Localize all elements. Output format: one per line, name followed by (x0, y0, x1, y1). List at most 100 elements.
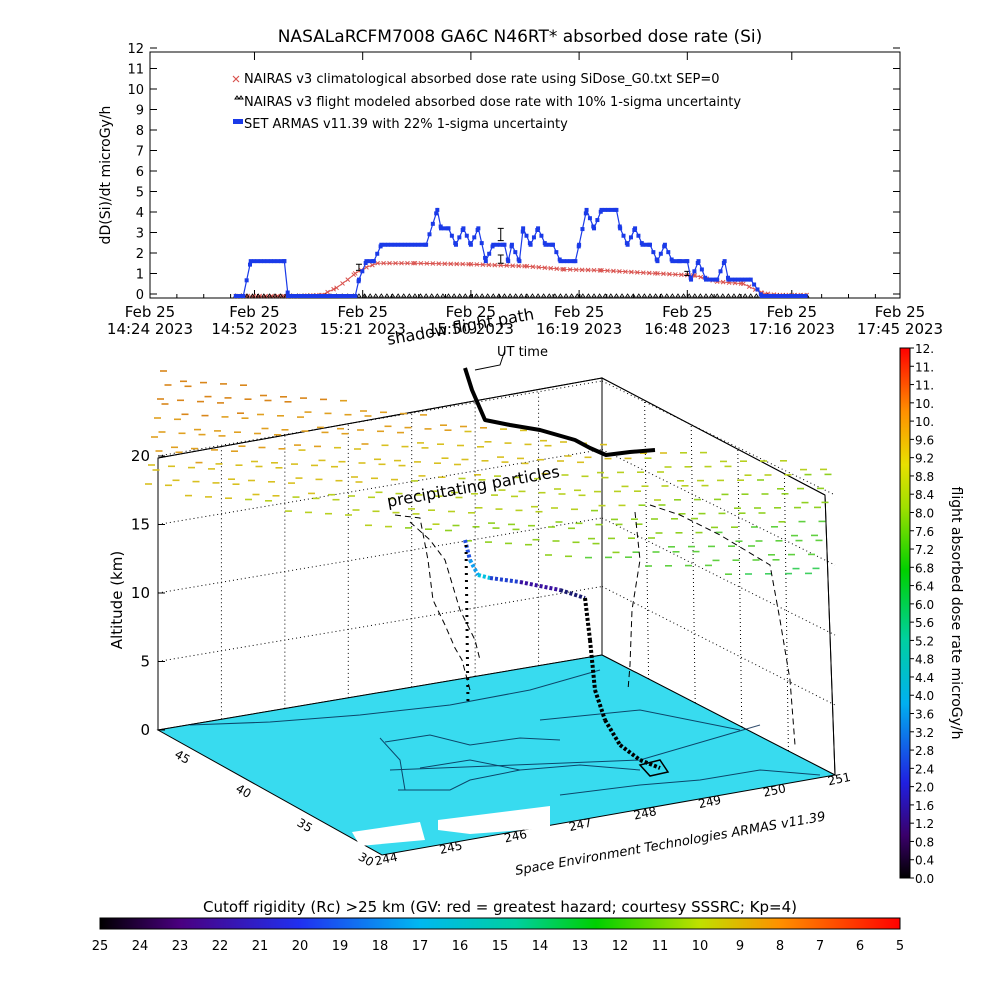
series-nairas-climatological-point (548, 265, 554, 271)
dose-colorbar-label: flight absorbed dose rate microGy/h (948, 487, 964, 740)
series-set-armas-point (353, 294, 358, 298)
series-nairas-climatological-point (746, 284, 752, 290)
series-set-armas-point (502, 242, 507, 247)
series-set-armas-point (349, 294, 354, 298)
longitude-tick-label: 246 (503, 827, 528, 845)
flight-track-segment (477, 573, 491, 580)
series-set-armas-point (558, 259, 563, 264)
series-nairas-flight-point (664, 293, 670, 298)
altitude-tick-label: 5 (140, 653, 150, 671)
series-set-armas-point (272, 259, 277, 264)
series-nairas-climatological-point (387, 260, 392, 266)
series-set-armas-point (539, 233, 544, 238)
series-set-armas-point (233, 294, 238, 298)
series-set-armas-point (275, 259, 280, 264)
flight-track-segment (559, 588, 586, 600)
top-x-tick-date: Feb 25 (337, 303, 387, 321)
longitude-tick-label: 247 (568, 816, 593, 834)
series-set-armas-point (599, 207, 604, 212)
series-nairas-flight-point (507, 293, 513, 298)
series-nairas-climatological-point (623, 269, 628, 275)
series-set-armas-point (286, 294, 291, 298)
dose-colorbar-tick-label: 6.8 (915, 561, 934, 575)
series-set-armas-point (356, 277, 361, 282)
series-nairas-flight-point (249, 293, 256, 298)
series-set-armas-point (513, 250, 518, 255)
series-set-armas-point (483, 259, 488, 264)
rigidity-colorbar-tick-label: 20 (292, 939, 309, 954)
dose-colorbar-tick-label: 2.8 (915, 744, 934, 758)
series-set-armas-point (766, 294, 771, 298)
series-set-armas-point (733, 277, 738, 282)
series-nairas-flight-point (462, 293, 469, 298)
series-nairas-flight-point (266, 293, 273, 298)
dose-cloud (145, 370, 832, 576)
series-nairas-flight-point (568, 293, 575, 298)
series-nairas-climatological-point (585, 267, 591, 273)
rigidity-colorbar-tick-label: 16 (452, 939, 469, 954)
top-x-tick-time: 15:50 2023 (428, 320, 514, 338)
rigidity-colorbar-label: Cutoff rigidity (Rc) >25 km (GV: red = g… (203, 898, 797, 916)
series-nairas-flight-point (400, 293, 407, 298)
top-x-tick-time: 15:21 2023 (320, 320, 406, 338)
series-set-armas-point (262, 259, 267, 264)
series-nairas-climatological-point (554, 266, 560, 272)
longitude-tick-label: 245 (438, 838, 463, 856)
floor-map-lines (189, 669, 821, 796)
top-y-tick-label: 0 (136, 288, 144, 303)
series-set-armas-point (402, 242, 407, 247)
longitude-tick-label: 249 (697, 793, 722, 811)
series-nairas-flight-point (372, 293, 379, 298)
flight-track-segment (463, 539, 472, 561)
series-nairas-flight-point (261, 293, 267, 298)
top-y-tick-label: 4 (136, 206, 144, 221)
series-set-armas-point (453, 242, 458, 247)
series-nairas-flight-point (524, 293, 530, 298)
altitude-tick-label: 10 (131, 584, 150, 602)
top-y-tick-label: 3 (136, 227, 144, 242)
series-set-armas-point (524, 233, 529, 238)
series-nairas-climatological-point (352, 271, 358, 276)
series-nairas-climatological-point (510, 263, 516, 269)
series-nairas-climatological-point (640, 270, 646, 276)
series-set-armas-point (531, 235, 536, 240)
dose-colorbar-tick-label: 6.0 (915, 598, 934, 612)
series-set-armas-point (528, 242, 533, 247)
series-set-armas-point (434, 211, 439, 216)
series-nairas-climatological-point (468, 261, 474, 267)
series-set-armas-point (375, 251, 380, 256)
dose-colorbar-tick-label: 10. (915, 415, 934, 429)
series-nairas-climatological-point (381, 260, 386, 266)
projection-dashed-right-2 (627, 511, 641, 691)
latitude-axis: 30 35 40 45 (172, 747, 376, 869)
series-set-armas-point (389, 242, 394, 247)
top-y-tick-label: 1 (136, 268, 144, 283)
series-set-armas-point (244, 278, 249, 283)
series-set-armas-point (628, 235, 633, 240)
rigidity-colorbar-tick-label: 23 (172, 939, 189, 954)
series-set-armas-point (776, 294, 781, 298)
series-set-armas-point (289, 294, 294, 298)
series-nairas-climatological-point (399, 260, 404, 266)
series-nairas-flight-point (456, 293, 463, 298)
series-set-armas-point (424, 242, 429, 247)
series-set-armas-point (326, 294, 331, 298)
series-nairas-climatological-point (579, 267, 585, 273)
series-set-armas-point (643, 242, 648, 247)
series-set-armas-point (602, 207, 607, 212)
series-nairas-flight-point (647, 293, 653, 298)
rigidity-colorbar-tick-label: 19 (332, 939, 349, 954)
series-nairas-flight-point (669, 293, 676, 298)
dose-colorbar-tick-label: 0.0 (915, 872, 934, 886)
series-set-armas-point (468, 242, 473, 247)
top-legend: NAIRAS v3 climatological absorbed dose r… (232, 72, 741, 132)
series-nairas-flight-point (731, 293, 737, 298)
dose-colorbar-tick-label: 9.2 (915, 452, 934, 466)
series-nairas-flight-point (742, 293, 748, 298)
series-set-armas-point (748, 277, 753, 282)
series-nairas-climatological-point (605, 268, 610, 274)
series-set-armas-point (707, 277, 712, 282)
series-set-armas-point (409, 242, 414, 247)
